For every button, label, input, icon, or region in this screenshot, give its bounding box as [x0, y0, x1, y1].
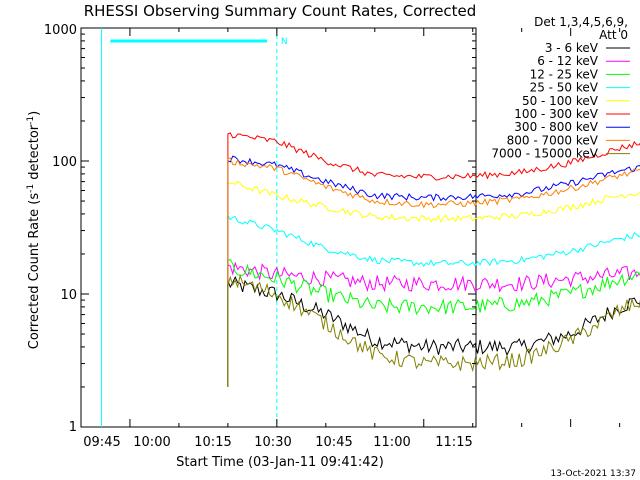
series-line: [227, 180, 640, 387]
x-tick-label: 11:00: [373, 435, 410, 450]
x-tick-label: 10:45: [315, 435, 352, 450]
series-line: [227, 273, 640, 387]
series-line: [227, 214, 640, 387]
series-line: [227, 258, 640, 387]
legend-label: 800 - 7000 keV: [507, 133, 599, 147]
night-marker-label: N: [281, 37, 288, 47]
series-line: [227, 155, 640, 387]
x-tick-label: 09:45: [83, 435, 120, 450]
attenuator-label: Att 0: [599, 28, 628, 42]
y-axis-ticks: [81, 33, 476, 428]
legend-label: 50 - 100 keV: [522, 94, 599, 108]
x-axis-label: Start Time (03-Jan-11 09:41:42): [176, 455, 384, 470]
legend-label: 25 - 50 keV: [530, 81, 599, 95]
legend-label: 3 - 6 keV: [545, 41, 599, 55]
timestamp: 13-Oct-2021 13:37: [551, 469, 636, 479]
x-axis-ticks: [129, 28, 621, 427]
legend-label: 100 - 300 keV: [514, 107, 598, 121]
series-line: [227, 132, 640, 387]
legend-label: 12 - 25 keV: [530, 67, 599, 81]
series-line: [227, 261, 640, 387]
y-tick-label: 10: [60, 288, 77, 303]
y-tick-label: 100: [52, 155, 77, 170]
legend-label: 6 - 12 keV: [537, 54, 599, 68]
legend-label: 7000 - 15000 keV: [491, 147, 598, 161]
plot-frame: [80, 27, 477, 428]
x-tick-label: 11:15: [435, 435, 472, 450]
plot-content: N: [101, 28, 640, 427]
detectors-label: Det 1,3,4,5,6,9,: [534, 15, 628, 29]
y-axis-label: Corrected Count Rate (s-1 detector-1): [26, 111, 42, 349]
x-tick-label: 10:30: [254, 435, 291, 450]
chart-title: RHESSI Observing Summary Count Rates, Co…: [84, 2, 477, 20]
series-line: [227, 275, 640, 387]
legend-label: 300 - 800 keV: [514, 120, 598, 134]
y-tick-label: 1: [69, 420, 77, 435]
x-tick-label: 10:15: [194, 435, 231, 450]
series-line: [227, 157, 640, 387]
y-tick-label: 1000: [44, 23, 77, 38]
x-tick-label: 10:00: [133, 435, 170, 450]
